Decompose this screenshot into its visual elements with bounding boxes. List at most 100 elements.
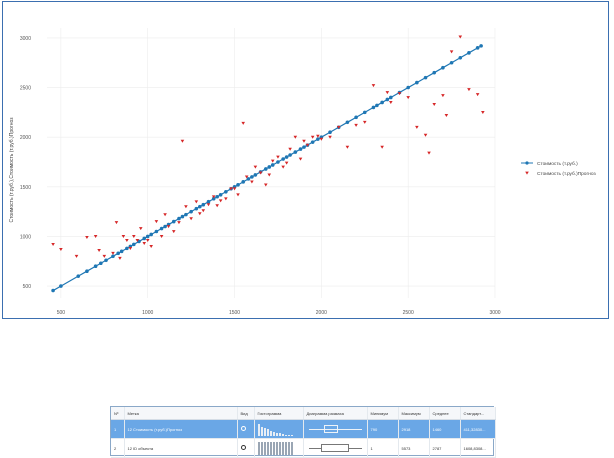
data-point-forecast [267,173,272,177]
histogram-bar [263,428,266,436]
data-point-forecast [385,91,390,95]
data-point-forecast [206,203,211,207]
data-point-actual [211,196,216,201]
data-point-actual [281,157,285,161]
data-point-forecast [132,235,136,239]
view-eye-icon[interactable] [240,445,246,450]
data-point-actual [236,183,240,187]
data-point-actual [149,232,153,237]
row-min: 790 [367,419,399,439]
view-eye-icon[interactable] [240,426,246,431]
grid [47,28,496,298]
data-point-forecast [194,200,199,204]
col-header-mean[interactable]: Среднее [429,407,461,420]
data-point-forecast [310,135,315,139]
legend-swatch-forecast [525,171,529,175]
data-point-actual [316,137,320,141]
data-point-actual [241,180,246,184]
histogram-bar [272,432,275,436]
data-point-actual [293,150,298,154]
row-label: 12 Стоимость (т.руб.)Прогноз [124,419,238,439]
data-point-actual [189,209,193,214]
col-header-view[interactable]: Вид [237,407,255,420]
data-point-actual [163,224,167,229]
data-point-actual [218,192,223,197]
data-point-actual [177,216,181,221]
histogram-bar [284,442,287,455]
data-point-forecast [293,135,298,139]
histogram-bar [287,435,290,436]
data-point-actual [119,249,124,254]
col-header-num[interactable]: Nº [111,407,125,420]
data-point-actual [288,153,292,157]
data-point-forecast [201,209,206,213]
legend-label-forecast[interactable]: Стоимость (т.руб.)Прогноз [537,171,596,177]
data-point-forecast [380,145,384,149]
data-point-actual [76,274,81,278]
row-std: 1608,8308... [460,438,496,458]
col-header-boxplot[interactable]: Диаграмма размаха [303,407,368,420]
row-mean: 1460 [429,419,461,439]
data-point-actual [475,46,480,50]
data-point-actual [354,115,358,120]
row-mean: 2787 [429,438,461,458]
col-header-label[interactable]: Метка [124,407,238,420]
data-point-forecast [215,204,219,208]
data-point-actual [99,261,103,266]
data-point-actual [171,219,176,224]
row-std: 411,32830... [460,419,496,439]
data-point-forecast [189,217,193,221]
histogram-bar [275,433,278,436]
boxplot-mini [307,441,364,455]
histogram-mini [257,422,300,436]
data-point-forecast [397,92,402,96]
data-point-actual [267,165,272,169]
data-point-forecast [449,50,454,54]
x-tick-label: 500 [57,310,66,316]
data-point-actual [302,145,306,149]
data-point-actual [125,246,129,251]
data-point-actual [310,140,315,144]
data-point-forecast [302,139,306,143]
row-num: 2 [111,438,125,458]
data-point-actual [467,51,471,55]
data-point-forecast [236,193,240,197]
col-header-max[interactable]: Максимум [398,407,430,420]
table-header-row: Nº Метка Вид Гистограмма Диаграмма разма… [111,407,496,420]
data-point-forecast [85,236,89,240]
table-row[interactable]: 1 12 Стоимость (т.руб.)Прогноз 790 2918 … [111,419,496,439]
data-point-actual [250,175,254,179]
boxplot-whisker [308,429,362,430]
col-header-std[interactable]: Стандарт... [460,407,496,420]
histogram-bar [260,442,263,455]
data-point-forecast [250,180,254,184]
boxplot-mini [307,422,364,436]
row-label: 12 ID объекта [124,438,238,458]
data-point-forecast [354,123,358,127]
data-point-forecast [177,221,181,225]
data-point-actual [111,254,115,259]
histogram-bar [281,434,284,436]
y-tick-label: 3000 [20,36,31,42]
data-point-actual [375,103,379,108]
data-point-actual [104,258,108,263]
data-point-actual [215,194,219,199]
legend[interactable]: Стоимость (т.руб.) Стоимость (т.руб.)Прог… [521,161,596,177]
table-row[interactable]: 2 12 ID объекта 1 5573 2787 1608,8308... [111,438,496,458]
col-header-min[interactable]: Минимум [367,407,399,420]
data-point-actual [284,155,289,159]
statistics-table-panel: Nº Метка Вид Гистограмма Диаграмма разма… [110,406,496,458]
col-header-histogram[interactable]: Гистограмма [254,407,304,420]
row-min: 1 [367,438,399,458]
row-num: 1 [111,419,125,439]
histogram-bar [272,442,275,455]
data-point-forecast [244,175,249,179]
histogram-bar [269,442,272,455]
legend-label-actual[interactable]: Стоимость (т.руб.) [537,161,578,167]
data-point-forecast [149,244,153,248]
data-point-forecast [180,139,185,143]
y-tick-label: 1000 [20,234,31,240]
data-point-forecast [111,251,115,255]
data-point-forecast [145,239,150,243]
data-point-forecast [345,145,350,149]
